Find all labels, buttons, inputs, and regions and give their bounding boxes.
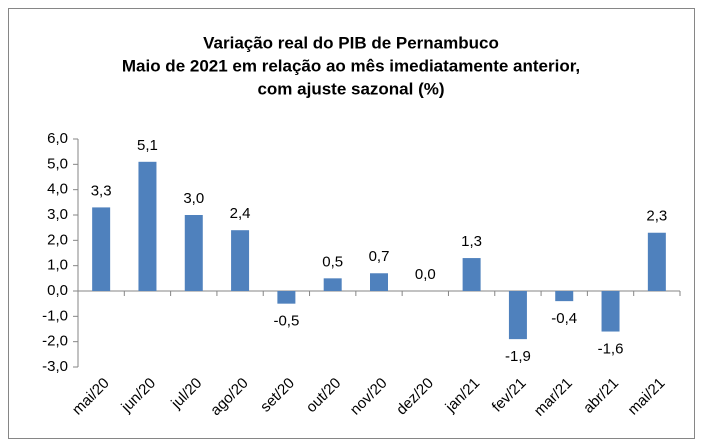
y-tick-label: 6,0 [47,130,68,147]
value-label: 2,3 [646,208,667,225]
y-tick-label: 3,0 [47,206,68,223]
bar [555,291,574,302]
chart-frame [8,8,695,439]
y-tick-label: 0,0 [47,282,68,299]
value-label: 1,3 [461,233,482,250]
y-tick-label: 1,0 [47,257,68,274]
bar [601,291,620,332]
bar [184,215,203,291]
value-label: 3,3 [91,182,112,199]
bar [508,291,527,340]
value-label: -1,9 [505,348,531,365]
value-label: 0,0 [415,266,436,283]
value-label: -0,4 [551,310,577,327]
value-label: 0,7 [369,248,390,265]
value-label: 3,0 [183,190,204,207]
bar [231,230,250,291]
value-label: -1,6 [598,341,624,358]
bar [323,278,342,291]
chart-title: Variação real do PIB de Pernambuco [203,33,499,52]
bar [138,161,157,291]
bar [647,232,666,291]
value-label: 2,4 [230,205,251,222]
chart-title: com ajuste sazonal (%) [257,79,444,98]
bar [92,207,111,291]
bar [462,258,481,291]
y-tick-label: 4,0 [47,181,68,198]
value-label: 5,1 [137,137,158,154]
value-label: -0,5 [273,313,299,330]
y-tick-label: 2,0 [47,231,68,248]
y-tick-label: -2,0 [42,333,68,350]
y-tick-label: 5,0 [47,155,68,172]
y-tick-label: -3,0 [42,358,68,375]
bar [370,273,388,291]
value-label: 0,5 [322,253,343,270]
bar [277,291,296,304]
y-tick-label: -1,0 [42,307,68,324]
chart-title: Maio de 2021 em relação ao mês imediatam… [122,56,580,75]
